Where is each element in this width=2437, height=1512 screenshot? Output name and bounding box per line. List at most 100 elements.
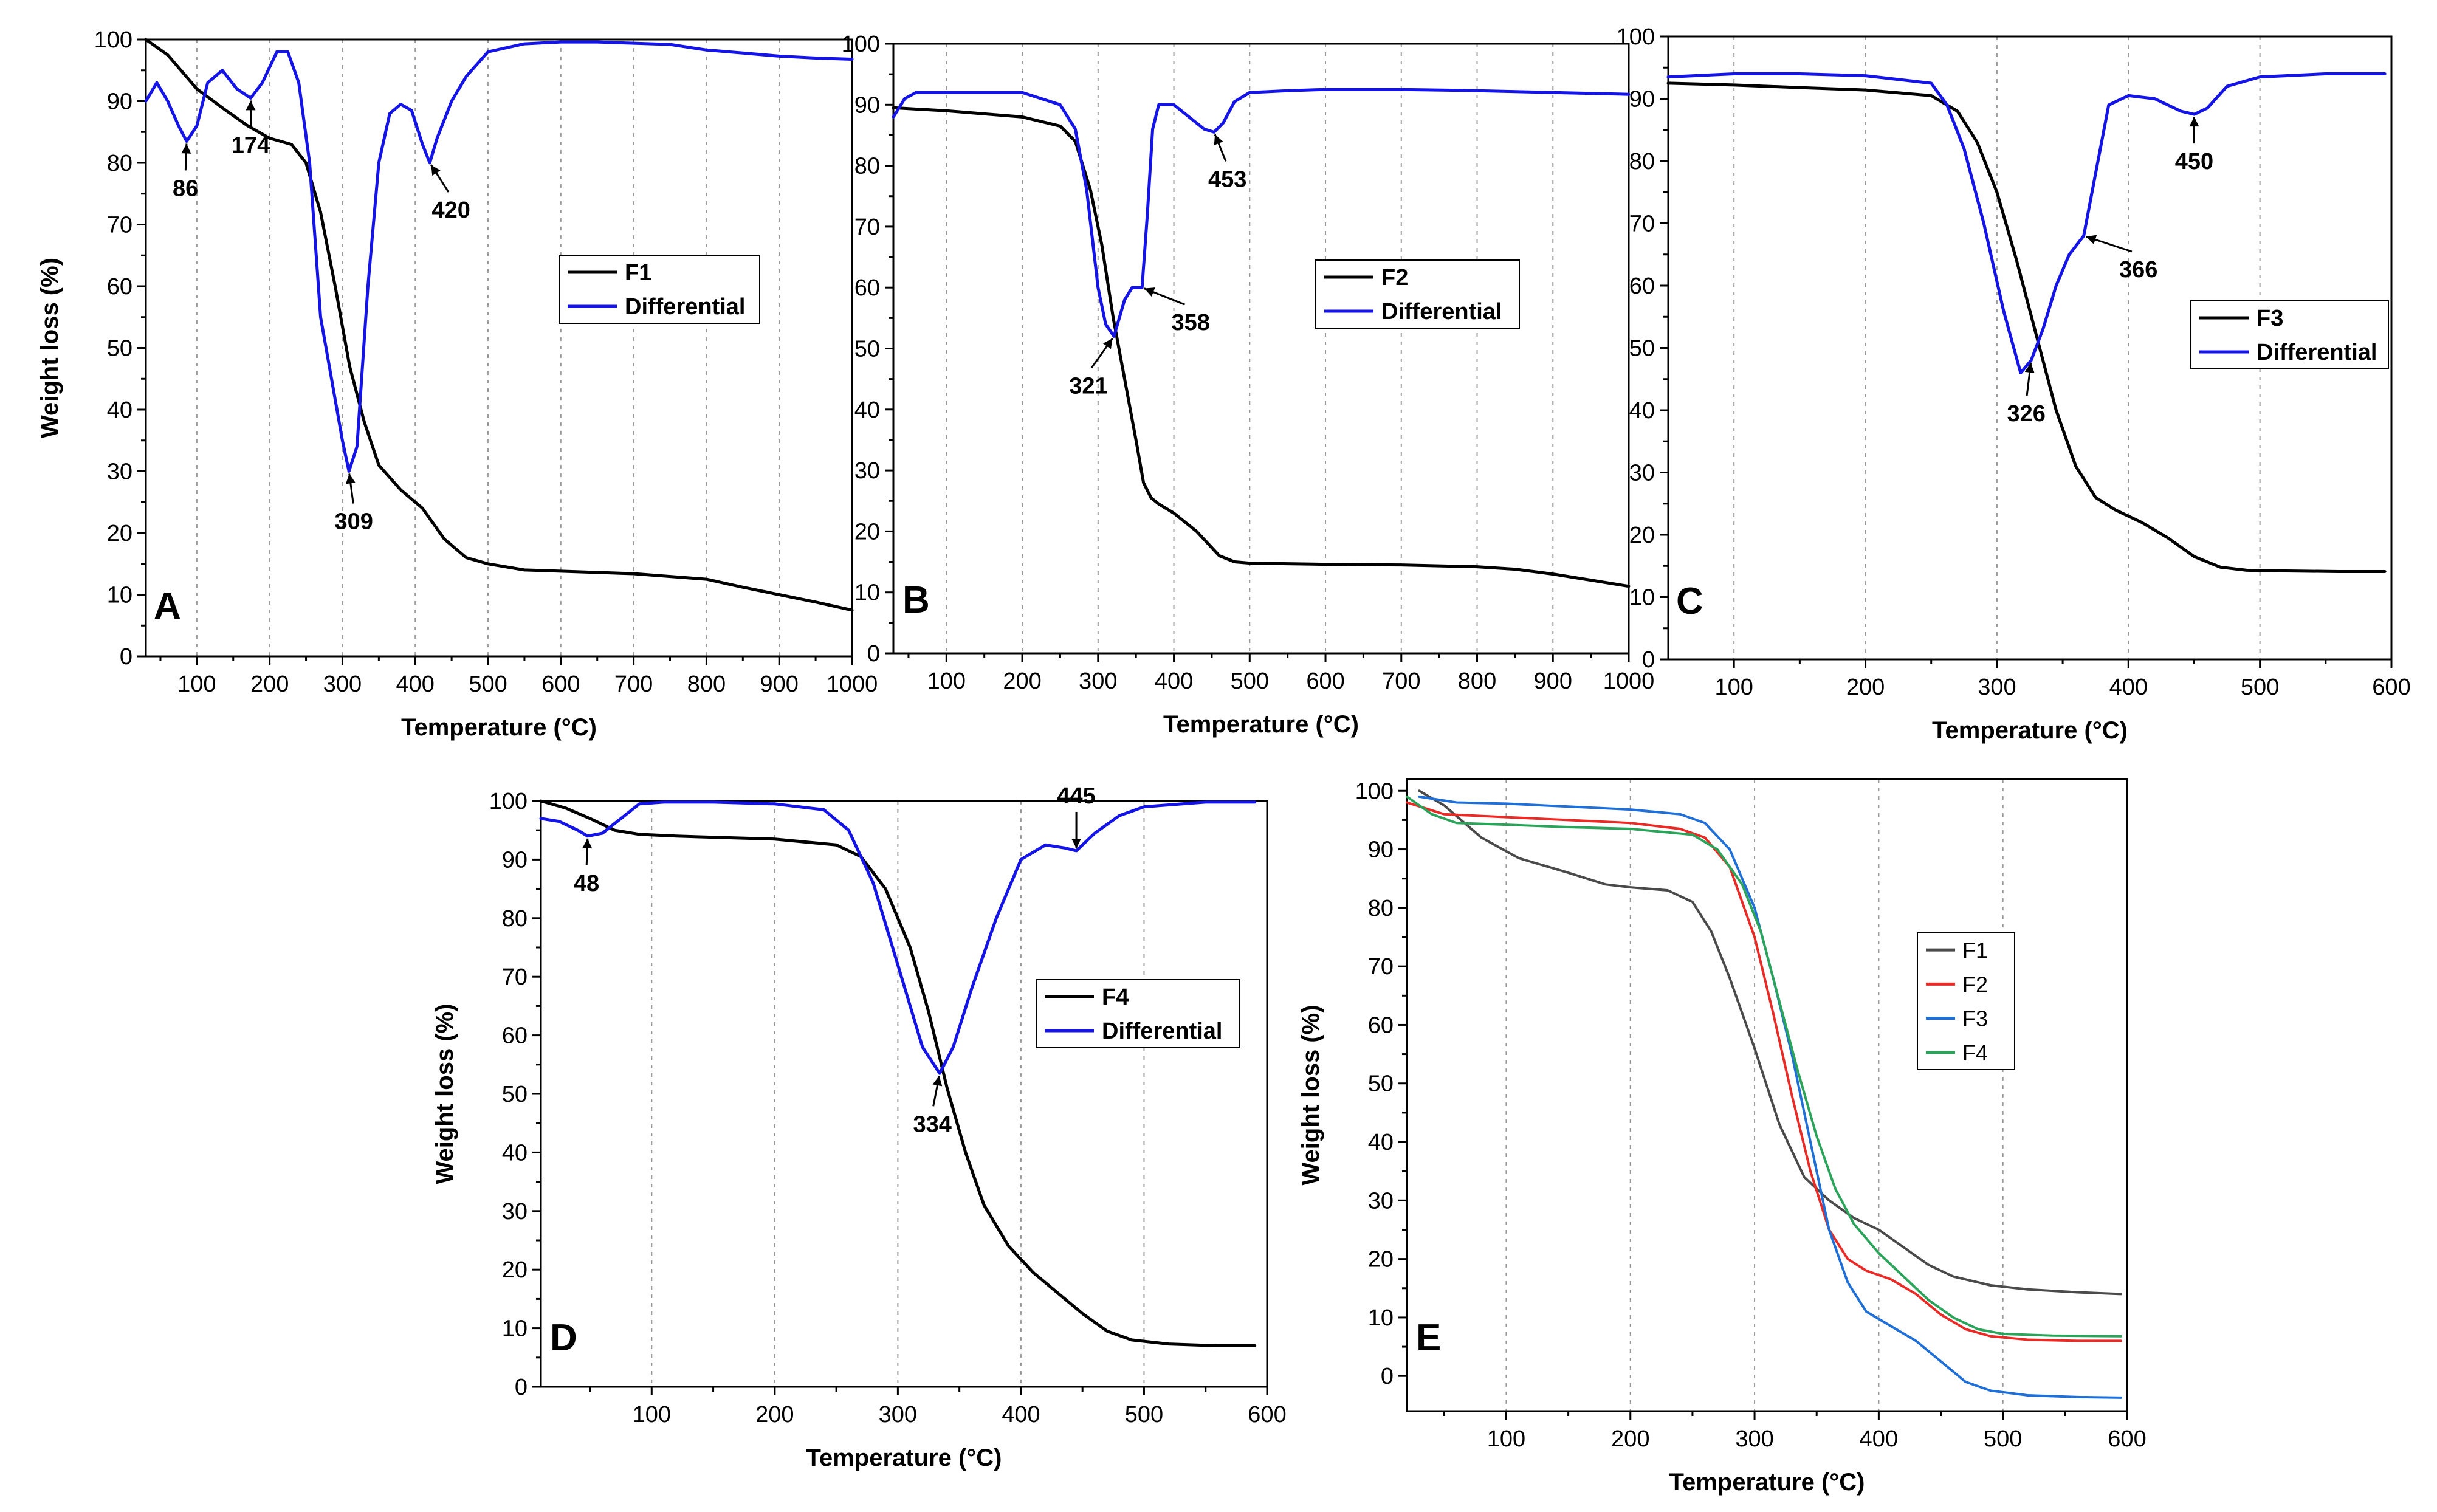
y-axis-label: Weight loss (%): [1298, 1005, 1324, 1185]
y-tick-label: 90: [1629, 87, 1655, 112]
y-tick-label: 80: [502, 906, 528, 932]
x-tick-label: 600: [2372, 675, 2410, 700]
y-tick-label: 50: [1368, 1071, 1394, 1097]
x-tick-label: 600: [541, 672, 580, 697]
series-line-f4: [539, 799, 1257, 1347]
x-tick-label: 200: [250, 672, 289, 697]
y-tick-label: 40: [854, 397, 880, 423]
y-tick-label: 0: [515, 1375, 528, 1400]
annotation-label: 453: [1208, 167, 1246, 192]
legend-label: F4: [1102, 985, 1129, 1010]
annotation-arrowhead: [582, 838, 593, 849]
y-tick-label: 30: [502, 1199, 528, 1225]
y-tick-label: 30: [1368, 1188, 1394, 1214]
plot-frame: [1406, 778, 2128, 1412]
y-tick-label: 50: [107, 336, 132, 362]
x-tick-label: 500: [1231, 668, 1269, 694]
y-tick-label: 60: [1629, 273, 1655, 299]
panel-letter: E: [1416, 1317, 1441, 1359]
y-tick-label: 40: [1629, 398, 1655, 424]
y-tick-label: 70: [1629, 211, 1655, 237]
plot-frame: [540, 800, 1268, 1388]
series-line-f2: [892, 106, 1631, 588]
x-tick-label: 200: [1003, 668, 1041, 694]
legend-label: F3: [2257, 306, 2283, 331]
y-tick-label: 100: [1355, 778, 1394, 804]
x-tick-label: 700: [1382, 668, 1420, 694]
series-line-f2: [1406, 801, 2122, 1342]
y-tick-label: 0: [1381, 1364, 1394, 1389]
annotation-arrowhead: [1071, 838, 1082, 848]
y-tick-label: 0: [867, 641, 880, 667]
x-tick-label: 400: [2109, 675, 2148, 700]
legend-label: F1: [1962, 938, 1988, 963]
x-axis-label: Temperature (°C): [1932, 717, 2128, 744]
series-line-f3: [1418, 795, 2122, 1399]
y-tick-label: 30: [107, 459, 132, 485]
x-tick-label: 800: [687, 672, 726, 697]
x-tick-label: 900: [760, 672, 799, 697]
x-tick-label: 700: [614, 672, 653, 697]
y-tick-label: 90: [502, 847, 528, 873]
legend-label: F2: [1381, 265, 1408, 290]
annotation-label: 334: [913, 1112, 952, 1137]
y-tick-label: 70: [502, 964, 528, 990]
x-tick-label: 800: [1458, 668, 1496, 694]
x-tick-label: 200: [755, 1402, 794, 1428]
y-tick-label: 100: [1617, 24, 1655, 50]
legend-box: [2190, 300, 2389, 369]
panel-c: 100 200 300 400 500 600 0 10 20 30 40 50 60 70 80 90 100…: [1617, 24, 2411, 744]
y-tick-label: 20: [1629, 523, 1655, 548]
panel-letter: D: [550, 1317, 577, 1359]
legend-box: [1315, 259, 1520, 329]
annotation-arrowhead: [1144, 287, 1155, 297]
x-tick-label: 100: [927, 668, 966, 694]
annotation-label: 174: [232, 132, 270, 158]
x-tick-label: 400: [1002, 1402, 1040, 1428]
x-tick-label: 500: [1125, 1402, 1163, 1428]
y-tick-label: 90: [854, 92, 880, 118]
y-tick-label: 20: [1368, 1247, 1394, 1273]
x-tick-label: 600: [1248, 1402, 1286, 1428]
y-tick-label: 40: [107, 397, 132, 423]
y-tick-label: 90: [107, 89, 132, 115]
annotation-arrowhead: [431, 165, 441, 176]
x-axis-label: Temperature (°C): [1163, 711, 1359, 738]
panel-letter: A: [154, 585, 181, 627]
x-tick-label: 100: [633, 1402, 671, 1428]
y-tick-label: 30: [1629, 461, 1655, 486]
legend-box: [559, 255, 760, 324]
y-tick-label: 80: [107, 151, 132, 176]
y-axis-label: Weight loss (%): [36, 258, 63, 438]
annotation-label: 48: [574, 871, 599, 896]
x-tick-label: 300: [1978, 675, 2016, 700]
x-tick-label: 1000: [827, 672, 878, 697]
annotation-label: 420: [431, 198, 470, 223]
series-line-f1: [144, 38, 854, 612]
y-tick-label: 10: [1368, 1305, 1394, 1331]
annotation-label: 450: [2175, 149, 2213, 174]
y-tick-label: 40: [502, 1140, 528, 1166]
y-tick-label: 60: [107, 274, 132, 300]
series-line-f4: [1406, 795, 2122, 1338]
annotation-arrowhead: [932, 1076, 943, 1087]
annotation-label: 326: [2007, 401, 2045, 427]
y-tick-label: 10: [502, 1316, 528, 1342]
y-tick-label: 20: [502, 1257, 528, 1283]
annotation-arrowhead: [2189, 117, 2199, 127]
y-tick-label: 70: [854, 215, 880, 240]
y-tick-label: 70: [1368, 954, 1394, 980]
x-tick-label: 300: [1079, 668, 1117, 694]
series-line-f3: [1666, 81, 2387, 573]
y-tick-label: 70: [107, 213, 132, 238]
annotation-label: 321: [1069, 373, 1107, 399]
y-tick-label: 40: [1368, 1130, 1394, 1155]
x-tick-label: 100: [177, 672, 216, 697]
y-tick-label: 50: [502, 1082, 528, 1107]
x-axis-label: Temperature (°C): [806, 1445, 1002, 1471]
series-line-differential: [1666, 72, 2387, 374]
x-tick-label: 200: [1846, 675, 1885, 700]
x-tick-label: 500: [1984, 1426, 2022, 1452]
annotation-label: 309: [335, 509, 373, 535]
y-tick-label: 50: [1629, 336, 1655, 362]
